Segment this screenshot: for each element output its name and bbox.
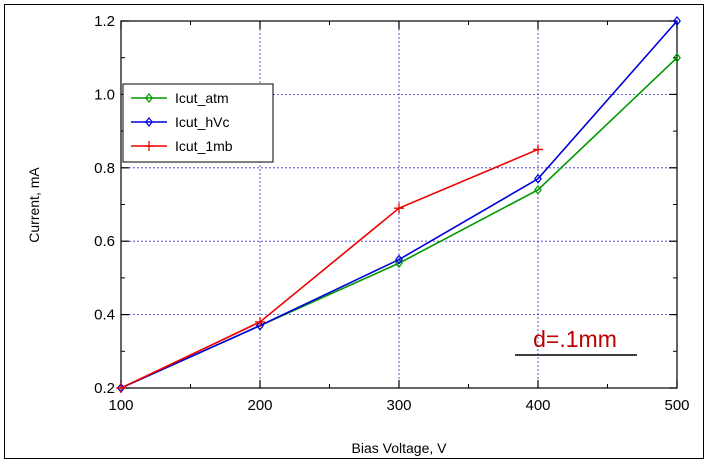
x-tick-label: 400 [525, 397, 550, 414]
series-Icut_hVc [117, 16, 681, 393]
legend-marker [145, 93, 153, 103]
x-tick-label: 500 [664, 397, 689, 414]
series-line [120, 20, 678, 389]
data-point [673, 16, 681, 26]
y-tick-label: 0.4 [94, 307, 115, 324]
legend-label: Icut_1mb [175, 138, 233, 154]
data-point [116, 383, 126, 393]
y-axis-label: Current, mA [26, 167, 42, 243]
axes: 100 200 300 400 500 0.2 0.4 0.6 0.8 1.0 1.2 [94, 13, 689, 414]
data-point [255, 316, 265, 327]
data-point [394, 203, 404, 214]
series-Icut_1mb [116, 144, 543, 393]
data-point [534, 173, 542, 184]
legend-box [122, 83, 274, 163]
x-tick-label: 100 [108, 397, 133, 414]
data-point [395, 258, 403, 269]
data-point [395, 254, 403, 265]
legend-marker [145, 117, 153, 127]
legend-marker [144, 141, 154, 151]
legend-label: Icut_hVc [175, 114, 229, 130]
y-tick-label: 1.2 [94, 13, 115, 30]
y-tick-label: 0.8 [94, 160, 115, 177]
y-tick-label: 0.2 [94, 380, 115, 397]
x-tick-label: 200 [247, 397, 272, 414]
x-axis-label: Bias Voltage, V [352, 440, 448, 456]
data-point [533, 144, 543, 155]
annotation-d: d=.1mm [533, 326, 617, 352]
legend-label: Icut_atm [175, 90, 229, 106]
legend: Icut_atm Icut_hVc Icut_1mb [122, 83, 274, 163]
series-line [120, 148, 539, 389]
x-tick-label: 300 [386, 397, 411, 414]
y-tick-label: 1.0 [94, 86, 115, 103]
data-point [534, 184, 542, 195]
data-point [256, 320, 264, 331]
chart-frame [4, 4, 704, 459]
series-layer [116, 16, 681, 393]
data-point [673, 52, 681, 63]
y-tick-label: 0.6 [94, 233, 115, 250]
